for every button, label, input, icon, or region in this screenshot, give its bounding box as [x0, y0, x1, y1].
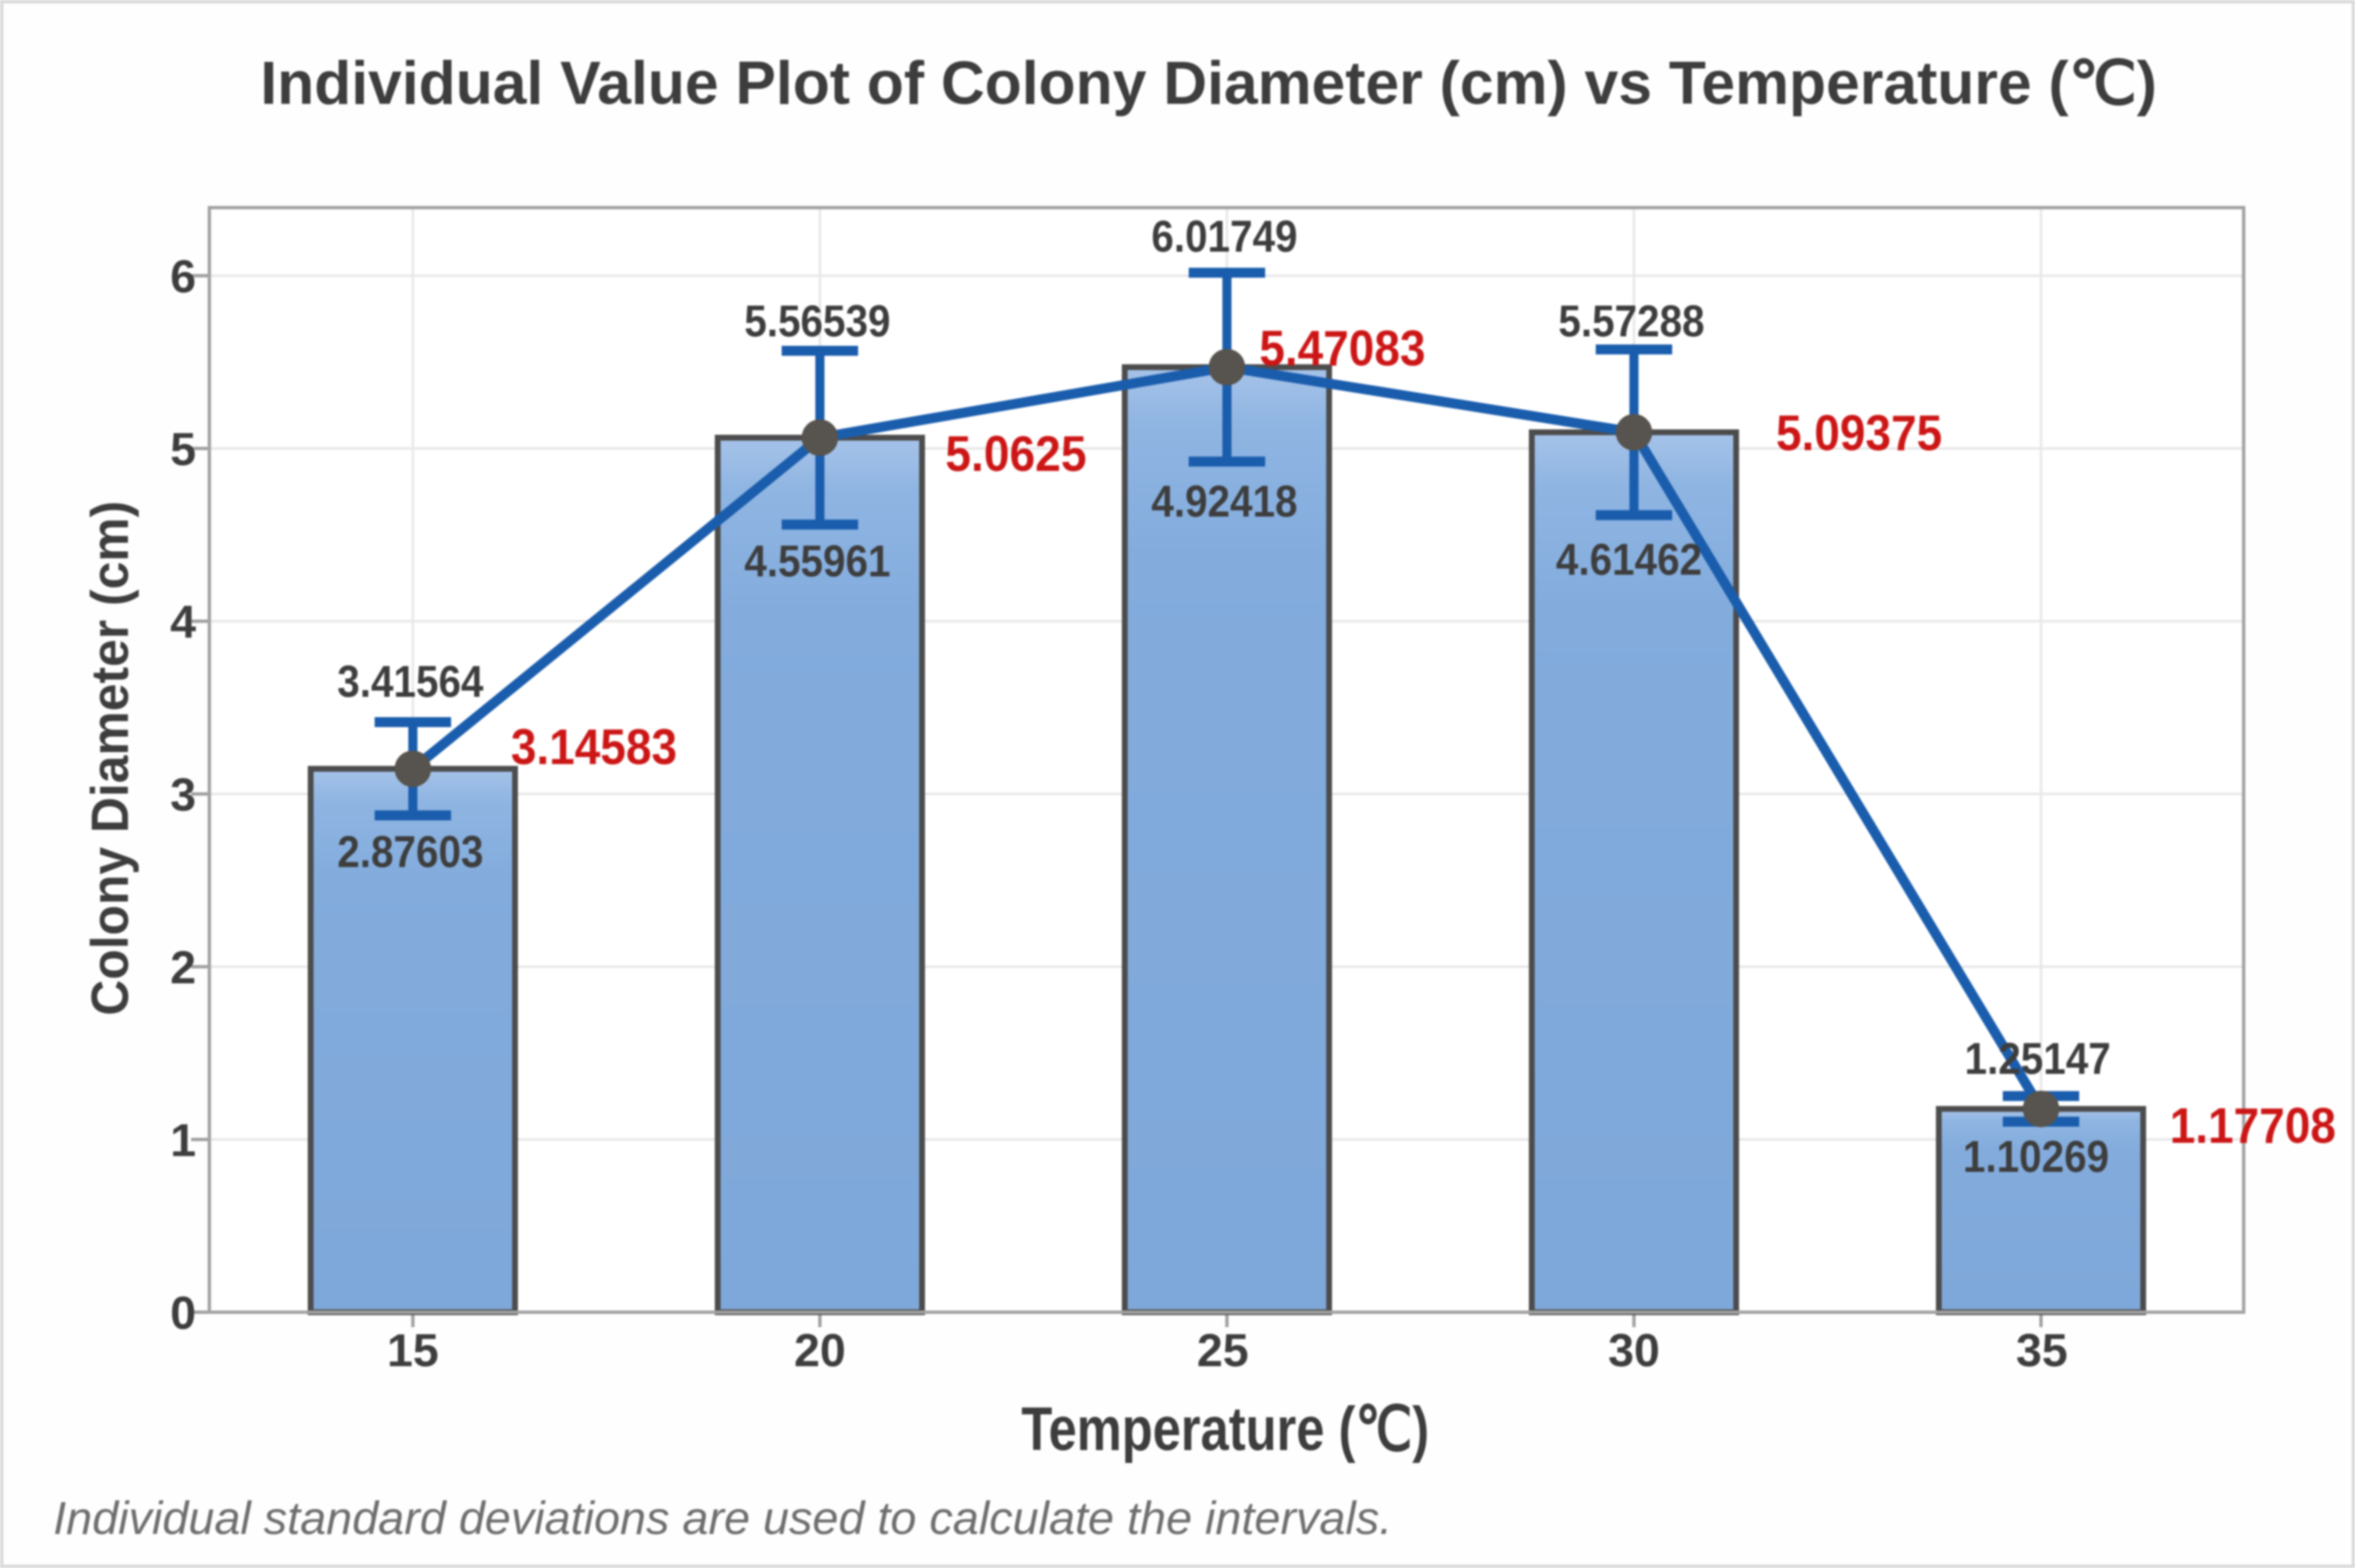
- svg-text:30: 30: [1608, 1324, 1660, 1376]
- svg-text:3.41564: 3.41564: [337, 657, 483, 707]
- svg-text:5.57288: 5.57288: [1558, 296, 1705, 346]
- svg-text:Temperature (℃): Temperature (℃): [1022, 1394, 1430, 1463]
- svg-text:5: 5: [170, 423, 196, 475]
- svg-text:4.61462: 4.61462: [1556, 535, 1702, 585]
- svg-text:4.55961: 4.55961: [744, 537, 890, 586]
- svg-text:Individual Value Plot of Colon: Individual Value Plot of Colony Diameter…: [260, 50, 2156, 117]
- svg-text:2: 2: [170, 941, 196, 993]
- svg-text:1.10269: 1.10269: [1963, 1132, 2109, 1182]
- svg-text:20: 20: [794, 1324, 846, 1376]
- svg-text:6: 6: [170, 250, 196, 302]
- svg-text:1.17708: 1.17708: [2170, 1098, 2336, 1154]
- svg-text:25: 25: [1197, 1324, 1249, 1376]
- svg-text:5.47083: 5.47083: [1259, 321, 1425, 376]
- svg-text:Colony Diameter (cm): Colony Diameter (cm): [81, 501, 140, 1016]
- svg-text:1: 1: [170, 1114, 196, 1166]
- svg-text:3.14583: 3.14583: [511, 719, 677, 775]
- svg-text:5.56539: 5.56539: [744, 296, 890, 346]
- svg-text:6.01749: 6.01749: [1151, 212, 1298, 262]
- svg-text:0: 0: [170, 1286, 196, 1339]
- svg-text:5.0625: 5.0625: [945, 426, 1087, 482]
- svg-text:4.92418: 4.92418: [1151, 477, 1298, 527]
- svg-text:4: 4: [170, 595, 196, 648]
- svg-text:2.87603: 2.87603: [337, 827, 483, 877]
- svg-text:35: 35: [2016, 1324, 2068, 1376]
- svg-text:1.25147: 1.25147: [1965, 1034, 2111, 1084]
- svg-text:3: 3: [170, 768, 196, 821]
- svg-text:Individual standard deviations: Individual standard deviations are used …: [53, 1492, 1392, 1544]
- svg-text:15: 15: [387, 1324, 439, 1376]
- svg-text:5.09375: 5.09375: [1776, 405, 1942, 461]
